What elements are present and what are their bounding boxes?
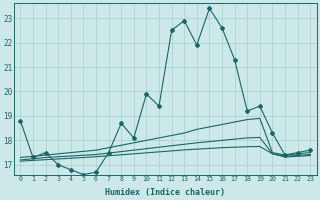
X-axis label: Humidex (Indice chaleur): Humidex (Indice chaleur): [105, 188, 225, 197]
